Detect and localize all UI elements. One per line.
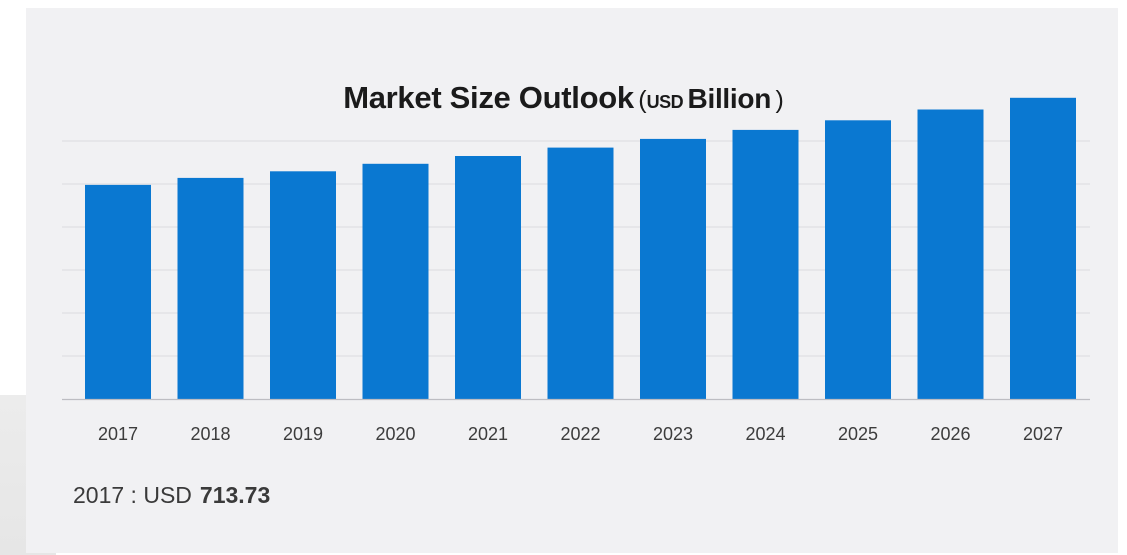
chart-title: Market Size Outlook (USD Billion ) (0, 80, 1127, 116)
x-tick-label-2021: 2021 (468, 424, 508, 444)
x-tick-label-2020: 2020 (375, 424, 415, 444)
bar-2025 (825, 120, 891, 400)
bar-2019 (270, 171, 336, 399)
chart-title-unit-scale: Billion (687, 83, 772, 114)
chart-title-main: Market Size Outlook (343, 80, 634, 115)
x-tick-label-2024: 2024 (745, 424, 785, 444)
bar-2027 (1010, 97, 1076, 400)
chart-title-unit-currency: USD (646, 92, 684, 112)
x-tick-label-2023: 2023 (653, 424, 693, 444)
bar-2020 (362, 163, 429, 399)
x-tick-label-2019: 2019 (283, 424, 323, 444)
bar-2022 (547, 147, 614, 399)
x-tick-label-2018: 2018 (190, 424, 230, 444)
bar-2017 (85, 184, 151, 399)
footer-summary: 2017 : USD 713.73 (73, 482, 270, 509)
footer-summary-label: 2017 : USD (73, 482, 192, 508)
x-tick-label-2017: 2017 (98, 424, 138, 444)
bar-2024 (732, 129, 799, 399)
x-tick-label-2027: 2027 (1023, 424, 1063, 444)
chart-title-open-paren: ( (638, 86, 647, 114)
x-tick-label-2026: 2026 (930, 424, 970, 444)
chart-title-close-paren: ) (775, 86, 784, 114)
footer-summary-value: 713.73 (199, 482, 271, 508)
bar-2021 (455, 156, 521, 399)
bar-2023 (640, 138, 706, 399)
x-tick-label-2025: 2025 (838, 424, 878, 444)
x-tick-label-2022: 2022 (560, 424, 600, 444)
bar-2026 (917, 109, 984, 399)
bar-2018 (177, 177, 244, 399)
